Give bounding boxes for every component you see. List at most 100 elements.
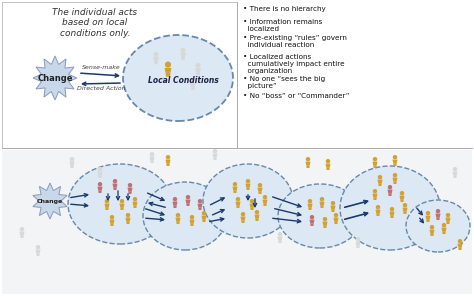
Polygon shape: [165, 160, 171, 163]
Circle shape: [126, 213, 130, 218]
Polygon shape: [191, 87, 195, 90]
Ellipse shape: [143, 182, 227, 250]
Circle shape: [458, 239, 462, 243]
Circle shape: [378, 175, 382, 179]
Polygon shape: [319, 202, 325, 205]
Polygon shape: [257, 188, 263, 191]
Polygon shape: [263, 203, 267, 206]
Text: • There is no hierarchy: • There is no hierarchy: [243, 6, 326, 12]
Text: Change: Change: [37, 73, 73, 83]
Polygon shape: [356, 245, 360, 248]
Polygon shape: [112, 184, 118, 187]
Polygon shape: [393, 163, 397, 166]
Polygon shape: [195, 68, 201, 72]
Polygon shape: [104, 204, 109, 207]
Polygon shape: [36, 250, 41, 253]
Polygon shape: [126, 221, 130, 224]
Polygon shape: [186, 203, 190, 206]
Polygon shape: [356, 242, 361, 245]
Polygon shape: [330, 206, 336, 209]
Polygon shape: [306, 165, 310, 168]
Circle shape: [403, 203, 407, 207]
Polygon shape: [308, 207, 312, 210]
Text: The individual acts
based on local
conditions only.: The individual acts based on local condi…: [53, 8, 137, 38]
Polygon shape: [181, 57, 185, 60]
Circle shape: [258, 183, 262, 187]
Text: • Pre-existing “rules” govern
  individual reaction: • Pre-existing “rules” govern individual…: [243, 35, 347, 48]
Circle shape: [236, 197, 240, 202]
Polygon shape: [334, 221, 338, 224]
Polygon shape: [400, 196, 405, 199]
Polygon shape: [176, 221, 180, 224]
Polygon shape: [277, 237, 283, 240]
Text: • Information remains
  localized: • Information remains localized: [243, 19, 322, 32]
Polygon shape: [98, 190, 102, 193]
Polygon shape: [119, 204, 125, 207]
Polygon shape: [426, 219, 430, 222]
Circle shape: [120, 199, 124, 203]
Polygon shape: [375, 210, 381, 213]
Circle shape: [263, 195, 267, 200]
Polygon shape: [19, 231, 25, 235]
Polygon shape: [255, 218, 259, 221]
Circle shape: [195, 63, 201, 68]
Circle shape: [165, 62, 171, 68]
Circle shape: [393, 173, 397, 177]
Circle shape: [356, 237, 360, 242]
Polygon shape: [436, 217, 440, 220]
Circle shape: [373, 189, 377, 194]
Polygon shape: [154, 61, 158, 64]
Text: Sense-make: Sense-make: [82, 65, 120, 70]
Ellipse shape: [68, 164, 172, 244]
Polygon shape: [196, 72, 200, 75]
Text: • No “boss” or “Commander”: • No “boss” or “Commander”: [243, 93, 349, 99]
Circle shape: [233, 182, 237, 186]
Polygon shape: [105, 207, 109, 210]
Polygon shape: [246, 187, 250, 190]
Circle shape: [20, 227, 24, 231]
Polygon shape: [175, 218, 181, 221]
Polygon shape: [258, 191, 262, 194]
Circle shape: [166, 155, 170, 160]
Polygon shape: [153, 57, 159, 61]
Polygon shape: [173, 202, 178, 205]
Polygon shape: [98, 186, 102, 190]
Polygon shape: [402, 207, 408, 211]
Polygon shape: [190, 220, 194, 223]
Polygon shape: [373, 197, 377, 200]
Circle shape: [393, 155, 397, 160]
Circle shape: [176, 213, 180, 218]
Circle shape: [181, 48, 185, 53]
Circle shape: [453, 167, 457, 171]
Circle shape: [323, 217, 327, 221]
Polygon shape: [236, 202, 241, 205]
Polygon shape: [232, 186, 237, 190]
Polygon shape: [236, 205, 240, 208]
Polygon shape: [457, 244, 463, 247]
Circle shape: [113, 179, 117, 184]
Polygon shape: [33, 183, 67, 219]
Circle shape: [388, 185, 392, 189]
Circle shape: [442, 223, 446, 227]
Polygon shape: [213, 157, 217, 160]
Polygon shape: [128, 188, 133, 191]
Polygon shape: [33, 56, 77, 100]
Circle shape: [373, 157, 377, 161]
Polygon shape: [98, 175, 102, 178]
Polygon shape: [387, 190, 392, 193]
Polygon shape: [441, 228, 447, 231]
Polygon shape: [241, 220, 245, 223]
Polygon shape: [392, 178, 398, 181]
Circle shape: [213, 149, 217, 153]
Circle shape: [241, 212, 245, 216]
Circle shape: [446, 213, 450, 218]
Polygon shape: [233, 190, 237, 193]
Circle shape: [128, 183, 132, 187]
Polygon shape: [180, 53, 186, 57]
Text: Directed Action: Directed Action: [77, 86, 125, 91]
Circle shape: [326, 159, 330, 163]
Polygon shape: [326, 167, 330, 170]
Polygon shape: [322, 222, 328, 225]
Circle shape: [255, 210, 259, 214]
Circle shape: [36, 245, 40, 250]
